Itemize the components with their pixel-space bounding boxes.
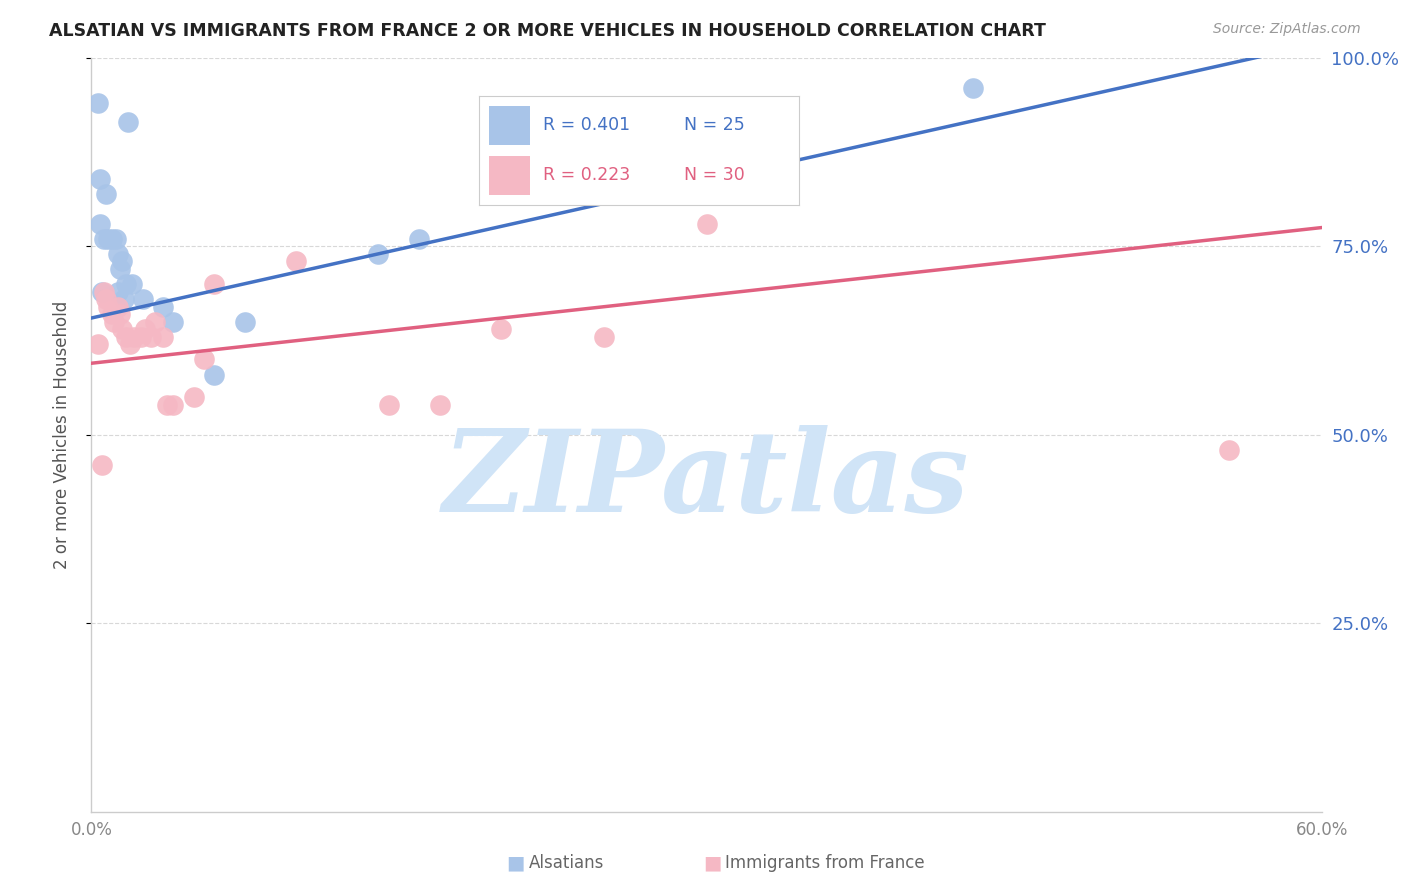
- Point: [233, 315, 256, 329]
- Point: [193, 352, 215, 367]
- Point: [491, 322, 513, 336]
- Point: [593, 330, 616, 344]
- Point: [124, 330, 146, 344]
- Point: [134, 322, 156, 336]
- Point: [105, 232, 127, 246]
- Point: [695, 217, 717, 231]
- Text: Immigrants from France: Immigrants from France: [725, 855, 925, 872]
- Point: [89, 171, 111, 186]
- Point: [103, 315, 125, 329]
- Point: [156, 398, 179, 412]
- Point: [107, 247, 129, 261]
- Point: [107, 285, 129, 299]
- Text: ■: ■: [703, 854, 721, 872]
- Point: [97, 232, 120, 246]
- Point: [93, 285, 115, 299]
- Point: [285, 254, 308, 268]
- Text: ZIPatlas: ZIPatlas: [443, 425, 970, 535]
- Point: [108, 307, 131, 321]
- Point: [101, 307, 124, 321]
- Point: [1218, 442, 1240, 457]
- Point: [97, 300, 120, 314]
- Point: [93, 232, 115, 246]
- Point: [152, 330, 174, 344]
- Point: [107, 300, 129, 314]
- Point: [89, 217, 111, 231]
- Point: [202, 277, 225, 292]
- Point: [121, 277, 143, 292]
- Point: [94, 292, 117, 306]
- Point: [367, 247, 389, 261]
- Point: [143, 315, 166, 329]
- Point: [202, 368, 225, 382]
- Point: [183, 390, 205, 404]
- Point: [86, 96, 108, 111]
- Point: [112, 292, 135, 306]
- Point: [162, 398, 184, 412]
- Point: [111, 254, 134, 268]
- Point: [90, 285, 112, 299]
- Point: [94, 186, 117, 201]
- Point: [429, 398, 451, 412]
- Point: [962, 81, 984, 95]
- Point: [120, 337, 142, 351]
- Point: [108, 262, 131, 277]
- Text: ALSATIAN VS IMMIGRANTS FROM FRANCE 2 OR MORE VEHICLES IN HOUSEHOLD CORRELATION C: ALSATIAN VS IMMIGRANTS FROM FRANCE 2 OR …: [49, 22, 1046, 40]
- Point: [115, 330, 138, 344]
- Point: [152, 300, 174, 314]
- Point: [139, 330, 162, 344]
- Point: [377, 398, 399, 412]
- Text: ■: ■: [506, 854, 524, 872]
- Point: [115, 277, 138, 292]
- Point: [117, 115, 139, 129]
- Point: [129, 330, 152, 344]
- Point: [111, 322, 134, 336]
- Point: [101, 232, 124, 246]
- Point: [86, 337, 108, 351]
- Text: Source: ZipAtlas.com: Source: ZipAtlas.com: [1213, 22, 1361, 37]
- Y-axis label: 2 or more Vehicles in Household: 2 or more Vehicles in Household: [52, 301, 70, 569]
- Point: [408, 232, 430, 246]
- Point: [131, 292, 153, 306]
- Point: [90, 458, 112, 472]
- Text: Alsatians: Alsatians: [529, 855, 605, 872]
- Point: [162, 315, 184, 329]
